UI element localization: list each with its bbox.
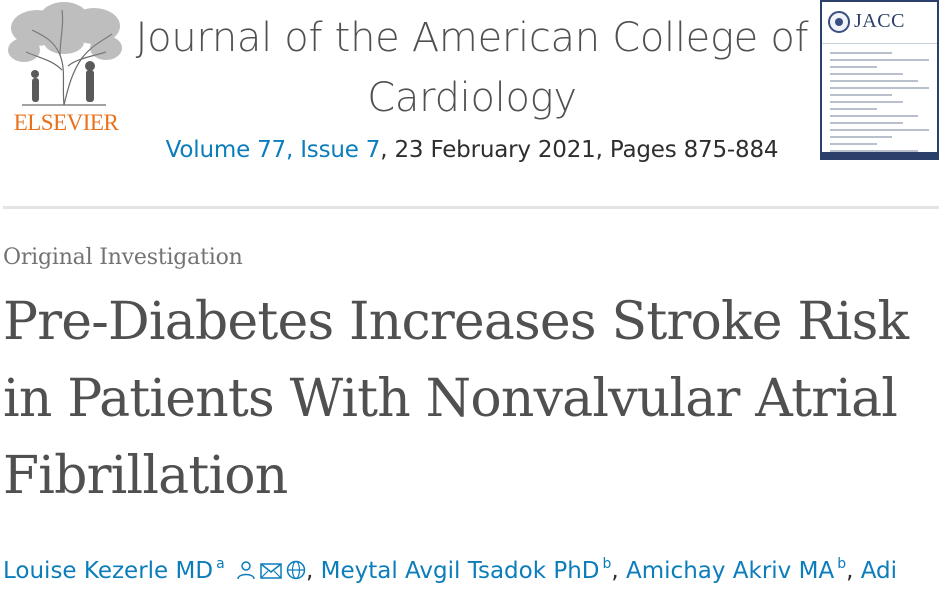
seal-icon [828, 11, 850, 33]
author-separator: , [846, 558, 861, 584]
author-link[interactable]: Louise Kezerle MD [3, 558, 214, 584]
tree-illustration-icon [2, 0, 126, 110]
cover-masthead: JACC [822, 2, 937, 44]
cover-contents [830, 52, 934, 157]
globe-icon[interactable] [286, 560, 306, 586]
header-divider [3, 206, 939, 209]
email-icon[interactable] [260, 560, 282, 586]
author-separator: , [611, 558, 627, 584]
author-list: Louise Kezerle MD a , Meytal Avgil Tsadok… [3, 556, 939, 586]
article-header: ELSEVIER Journal of the American College… [0, 0, 939, 200]
journal-title-link[interactable]: Journal of the American College of Cardi… [135, 15, 809, 121]
publisher-name: ELSEVIER [13, 110, 119, 135]
journal-cover-thumbnail[interactable]: JACC [820, 0, 939, 160]
article-type: Original Investigation [3, 245, 243, 270]
article-title: Pre-Diabetes Increases Stroke Risk in Pa… [3, 292, 909, 506]
publisher-logo[interactable]: ELSEVIER [2, 0, 126, 140]
author-link[interactable]: Adi [860, 558, 898, 584]
author-link[interactable]: Amichay Akriv MA [626, 558, 835, 584]
person-icon[interactable] [236, 560, 256, 586]
cover-footer-bar [822, 152, 937, 158]
affiliation-marker[interactable]: a [216, 556, 225, 572]
affiliation-marker[interactable]: b [837, 556, 847, 572]
author-link[interactable]: Meytal Avgil Tsadok PhD [320, 558, 600, 584]
cover-mark: JACC [854, 10, 905, 32]
volume-issue-link[interactable]: Volume 77, Issue 7 [165, 137, 381, 163]
author-separator: , [305, 558, 321, 584]
issue-line: Volume 77, Issue 7, 23 February 2021, Pa… [128, 137, 816, 163]
affiliation-marker[interactable]: b [602, 556, 612, 572]
issue-details: , 23 February 2021, Pages 875-884 [380, 137, 779, 163]
